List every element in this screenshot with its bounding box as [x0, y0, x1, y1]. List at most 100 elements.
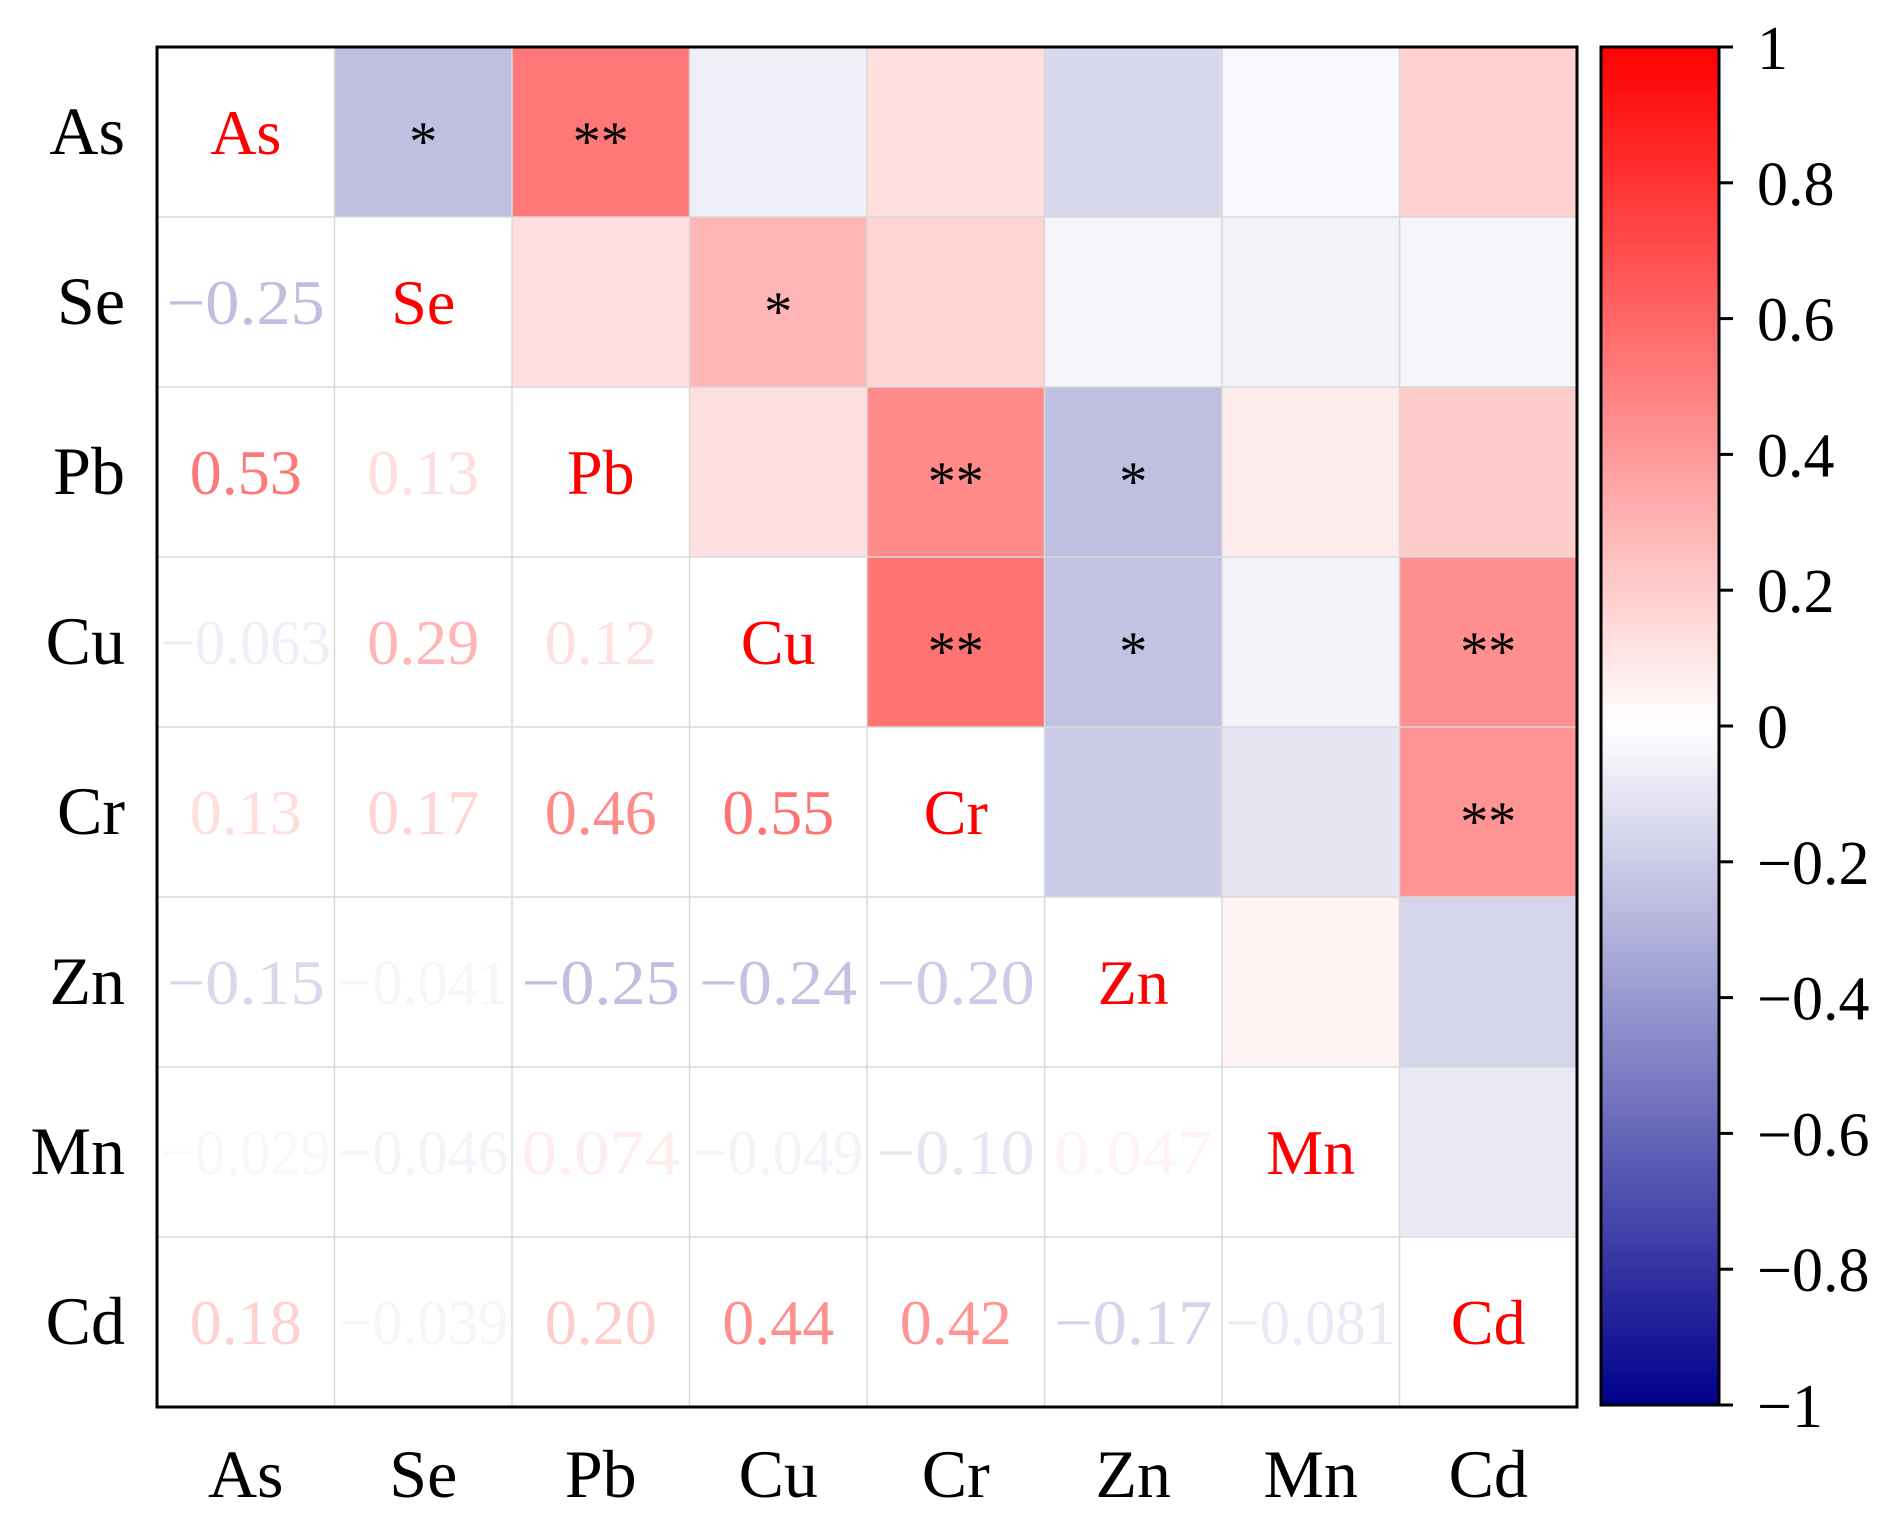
heatmap-cell-upper — [1044, 557, 1222, 727]
correlation-value-label: −0.029 — [161, 1117, 331, 1188]
correlation-value-label: 0.17 — [367, 777, 479, 848]
correlation-value-label: 0.13 — [190, 777, 302, 848]
row-label: Se — [57, 263, 125, 339]
diagonal-variable-label: Mn — [1266, 1117, 1355, 1188]
heatmap-cell-upper — [867, 47, 1045, 217]
plot-frame — [155, 45, 1579, 1409]
heatmap-cell-lower — [689, 1067, 867, 1237]
heatmap-cell-upper — [1399, 897, 1577, 1067]
heatmap-cell-upper — [1399, 557, 1577, 727]
heatmap-cell-upper — [1222, 217, 1400, 387]
heatmap-cell-lower — [1044, 1237, 1222, 1407]
heatmap-cell-lower — [689, 897, 867, 1067]
significance-marker: * — [764, 281, 792, 343]
heatmap-cell-lower — [867, 1237, 1045, 1407]
heatmap-cell-diagonal — [867, 727, 1045, 897]
correlation-value-label: 0.29 — [367, 607, 479, 678]
heatmap-gridlines — [157, 47, 1577, 1407]
heatmap-cell-lower — [334, 1237, 512, 1407]
heatmap-cell-lower — [867, 897, 1045, 1067]
heatmap-cell-lower — [334, 387, 512, 557]
heatmap-cell-diagonal — [157, 47, 335, 217]
heatmap-cell-lower — [689, 1237, 867, 1407]
heatmap-cell-lower — [157, 897, 335, 1067]
colorbar-tick-label: −0.2 — [1757, 830, 1869, 898]
colorbar-tick-label: 0 — [1757, 694, 1788, 762]
row-label: Cd — [46, 1283, 125, 1359]
column-label: Zn — [1095, 1436, 1171, 1512]
heatmap-cell-lower — [867, 1067, 1045, 1237]
column-label: Se — [389, 1436, 457, 1512]
heatmap-cell-upper — [1222, 387, 1400, 557]
heatmap-cell-diagonal — [1399, 1237, 1577, 1407]
heatmap-cell-upper — [689, 387, 867, 557]
correlation-value-label: −0.25 — [522, 947, 680, 1018]
heatmap-cell-lower — [334, 897, 512, 1067]
diagonal-variable-label: Cr — [924, 777, 988, 848]
column-label: As — [208, 1436, 284, 1512]
column-label: Cr — [922, 1436, 990, 1512]
colorbar-tick-label: 0.2 — [1757, 558, 1835, 626]
row-label: Pb — [53, 433, 125, 509]
colorbar: 1 0.8 0.6 0.4 0.2 0 −0.2 −0.4 −0.6 −0.8 −1 — [1599, 15, 1869, 1441]
heatmap-cell-lower — [334, 557, 512, 727]
correlation-value-label: 0.13 — [367, 437, 479, 508]
correlation-value-label: −0.046 — [338, 1117, 508, 1188]
heatmap-cell-lower — [512, 727, 690, 897]
heatmap-cell-upper — [512, 47, 690, 217]
significance-marker: * — [1119, 621, 1147, 683]
significance-marker: * — [1119, 451, 1147, 513]
colorbar-gradient — [1599, 45, 1721, 1407]
colorbar-tick-label: −1 — [1757, 1373, 1823, 1441]
correlation-value-label: −0.063 — [161, 607, 331, 678]
row-label: Mn — [31, 1113, 125, 1189]
heatmap-cell-lower — [157, 1067, 335, 1237]
heatmap-cell-upper — [1399, 1067, 1577, 1237]
correlation-value-label: −0.049 — [693, 1117, 863, 1188]
heatmap-cell-lower — [512, 1067, 690, 1237]
diagonal-variable-label: Cd — [1451, 1287, 1526, 1358]
significance-marker: ** — [928, 451, 984, 513]
correlation-value-label: −0.039 — [338, 1287, 508, 1358]
heatmap-cell-lower — [157, 727, 335, 897]
heatmap-cell-upper — [689, 217, 867, 387]
correlation-value-label: −0.24 — [699, 947, 857, 1018]
correlation-value-label: 0.18 — [190, 1287, 302, 1358]
correlation-value-label: −0.20 — [877, 947, 1035, 1018]
correlation-value-label: 0.12 — [545, 607, 657, 678]
heatmap-cell-lower — [157, 557, 335, 727]
heatmap-cell-diagonal — [1222, 1067, 1400, 1237]
correlation-value-label: 0.20 — [545, 1287, 657, 1358]
heatmap-cell-upper — [867, 557, 1045, 727]
column-label: Pb — [565, 1436, 637, 1512]
correlation-value-label: 0.55 — [722, 777, 834, 848]
correlation-value-label: 0.42 — [900, 1287, 1012, 1358]
heatmap-cell-diagonal — [512, 387, 690, 557]
significance-marker: ** — [1460, 791, 1516, 853]
correlation-value-label: −0.25 — [167, 267, 325, 338]
heatmap-cell-lower — [334, 1067, 512, 1237]
significance-marker: ** — [1460, 621, 1516, 683]
heatmap-cell-lower — [334, 727, 512, 897]
heatmap-cell-upper — [334, 47, 512, 217]
correlation-value-label: −0.15 — [167, 947, 325, 1018]
heatmap-cell-lower — [512, 557, 690, 727]
heatmap-cell-diagonal — [1044, 897, 1222, 1067]
diagonal-variable-label: Zn — [1098, 947, 1169, 1018]
heatmap-cell-upper — [1399, 387, 1577, 557]
diagonal-variable-label: Se — [391, 267, 455, 338]
correlation-value-label: 0.074 — [522, 1117, 680, 1188]
heatmap-cell-upper — [689, 47, 867, 217]
correlation-value-label: 0.53 — [190, 437, 302, 508]
colorbar-tick-label: −0.4 — [1757, 966, 1869, 1034]
heatmap-cell-upper — [512, 217, 690, 387]
column-label: Cu — [739, 1436, 818, 1512]
colorbar-tick-label: 0.4 — [1757, 422, 1835, 490]
heatmap-cell-labels: As * **−0.25 Se *0.53 0.13 Pb ** *−0.063 0.29 0.12… — [161, 97, 1526, 1358]
colorbar-tick-label: 1 — [1757, 15, 1788, 83]
row-label: Cr — [57, 773, 125, 849]
heatmap-cell-upper — [867, 387, 1045, 557]
row-label: Zn — [49, 943, 125, 1019]
correlation-value-label: −0.17 — [1054, 1287, 1212, 1358]
